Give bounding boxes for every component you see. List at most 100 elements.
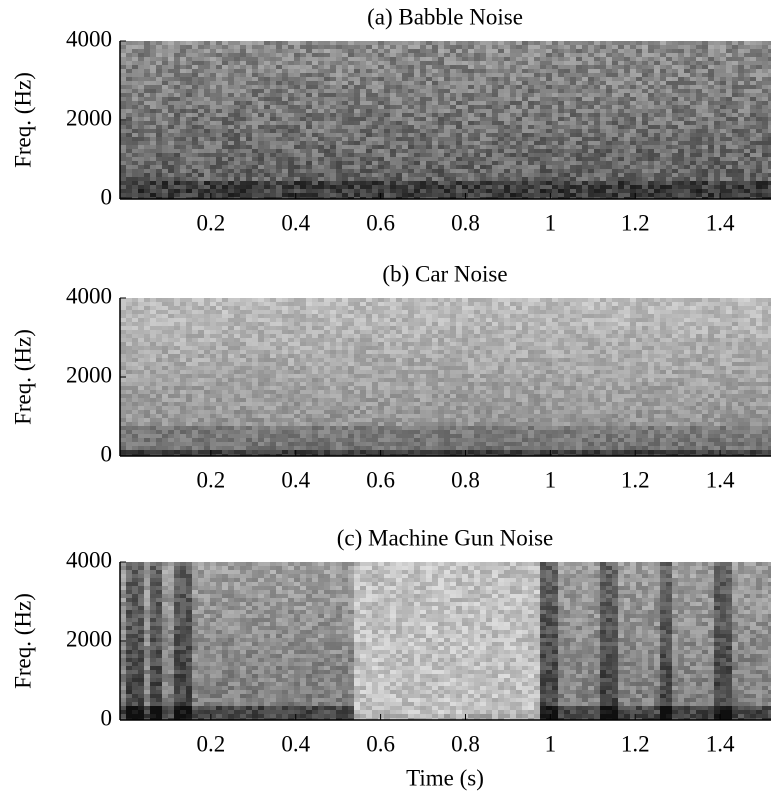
spectrogram-cell bbox=[396, 61, 403, 66]
spectrogram-cell bbox=[672, 69, 679, 74]
spectrogram-cell bbox=[570, 77, 577, 82]
spectrogram-cell bbox=[690, 85, 697, 90]
spectrogram-cell bbox=[564, 109, 571, 114]
spectrogram-cell bbox=[162, 418, 169, 423]
spectrogram-cell bbox=[516, 193, 523, 198]
spectrogram-cell bbox=[546, 89, 553, 94]
spectrogram-cell bbox=[630, 177, 637, 182]
spectrogram-cell bbox=[252, 129, 259, 134]
spectrogram-cell bbox=[120, 177, 127, 182]
spectrogram-cell bbox=[150, 125, 157, 130]
spectrogram-cell bbox=[228, 145, 235, 150]
spectrogram-cell bbox=[552, 109, 559, 114]
spectrogram-cell bbox=[330, 169, 337, 174]
spectrogram-cell bbox=[498, 41, 505, 46]
spectrogram-cell bbox=[492, 165, 499, 170]
spectrogram-cell bbox=[186, 173, 193, 178]
spectrogram-cell bbox=[186, 414, 193, 419]
spectrogram-cell bbox=[204, 137, 211, 142]
spectrogram-cell bbox=[162, 53, 169, 58]
spectrogram-cell bbox=[690, 45, 697, 50]
spectrogram-cell bbox=[210, 310, 217, 315]
spectrogram-cell bbox=[132, 133, 139, 138]
spectrogram-cell bbox=[324, 185, 331, 190]
spectrogram-cell bbox=[282, 105, 289, 110]
spectrogram-cell bbox=[282, 157, 289, 162]
spectrogram-cell bbox=[144, 105, 151, 110]
spectrogram-cell bbox=[360, 69, 367, 74]
spectrogram-cell bbox=[714, 121, 721, 126]
spectrogram-cell bbox=[642, 149, 649, 154]
spectrogram-cell bbox=[282, 101, 289, 106]
spectrogram-cell bbox=[294, 81, 301, 86]
spectrogram-cell bbox=[198, 93, 205, 98]
spectrogram-cell bbox=[414, 145, 421, 150]
spectrogram-cell bbox=[546, 105, 553, 110]
spectrogram-cell bbox=[342, 129, 349, 134]
spectrogram-cell bbox=[540, 73, 547, 78]
spectrogram-cell bbox=[354, 133, 361, 138]
spectrogram-cell bbox=[654, 125, 661, 130]
spectrogram-cell bbox=[294, 45, 301, 50]
spectrogram-cell bbox=[384, 109, 391, 114]
spectrogram-cell bbox=[348, 53, 355, 58]
spectrogram-cell bbox=[666, 73, 673, 78]
spectrogram-cell bbox=[612, 73, 619, 78]
spectrogram-cell bbox=[414, 185, 421, 190]
spectrogram-cell bbox=[546, 121, 553, 126]
spectrogram-cell bbox=[366, 137, 373, 142]
spectrogram-cell bbox=[150, 434, 157, 439]
spectrogram-cell bbox=[120, 430, 127, 435]
spectrogram-cell bbox=[468, 161, 475, 166]
spectrogram-cell bbox=[444, 177, 451, 182]
spectrogram-cell bbox=[522, 113, 529, 118]
spectrogram-cell bbox=[750, 45, 757, 50]
spectrogram-cell bbox=[168, 69, 175, 74]
spectrogram-cell bbox=[192, 189, 199, 194]
spectrogram-cell bbox=[642, 109, 649, 114]
spectrogram-cell bbox=[240, 185, 247, 190]
spectrogram-cell bbox=[288, 109, 295, 114]
spectrogram-cell bbox=[228, 45, 235, 50]
spectrogram-cell bbox=[198, 354, 205, 359]
spectrogram-cell bbox=[288, 165, 295, 170]
spectrogram-cell bbox=[366, 113, 373, 118]
spectrogram-cell bbox=[570, 133, 577, 138]
spectrogram-cell bbox=[288, 189, 295, 194]
spectrogram-cell bbox=[540, 149, 547, 154]
spectrogram-cell bbox=[174, 65, 181, 70]
spectrogram-cell bbox=[600, 49, 607, 54]
spectrogram-cell bbox=[666, 69, 673, 74]
spectrogram-cell bbox=[510, 105, 517, 110]
spectrogram-cell bbox=[576, 117, 583, 122]
spectrogram-cell bbox=[174, 410, 181, 415]
spectrogram-cell bbox=[738, 165, 745, 170]
spectrogram-cell bbox=[738, 133, 745, 138]
spectrogram-cell bbox=[354, 61, 361, 66]
spectrogram-cell bbox=[732, 129, 739, 134]
spectrogram-cell bbox=[648, 101, 655, 106]
spectrogram-cell bbox=[168, 105, 175, 110]
spectrogram-cell bbox=[444, 97, 451, 102]
spectrogram-cell bbox=[486, 145, 493, 150]
spectrogram-cell bbox=[690, 81, 697, 86]
spectrogram-cell bbox=[360, 125, 367, 130]
spectrogram-cell bbox=[420, 113, 427, 118]
spectrogram-cell bbox=[558, 89, 565, 94]
spectrogram-cell bbox=[126, 394, 133, 399]
spectrogram-cell bbox=[708, 165, 715, 170]
spectrogram-cell bbox=[684, 169, 691, 174]
spectrogram-cell bbox=[744, 173, 751, 178]
spectrogram-cell bbox=[276, 77, 283, 82]
spectrogram-cell bbox=[504, 109, 511, 114]
spectrogram-cell bbox=[408, 77, 415, 82]
spectrogram-cell bbox=[168, 189, 175, 194]
spectrogram-cell bbox=[462, 149, 469, 154]
spectrogram-cell bbox=[750, 105, 757, 110]
spectrogram-cell bbox=[156, 358, 163, 363]
spectrogram-cell bbox=[234, 169, 241, 174]
spectrogram-cell bbox=[534, 101, 541, 106]
spectrogram-cell bbox=[156, 418, 163, 423]
spectrogram-cell bbox=[276, 137, 283, 142]
spectrogram-cell bbox=[222, 77, 229, 82]
